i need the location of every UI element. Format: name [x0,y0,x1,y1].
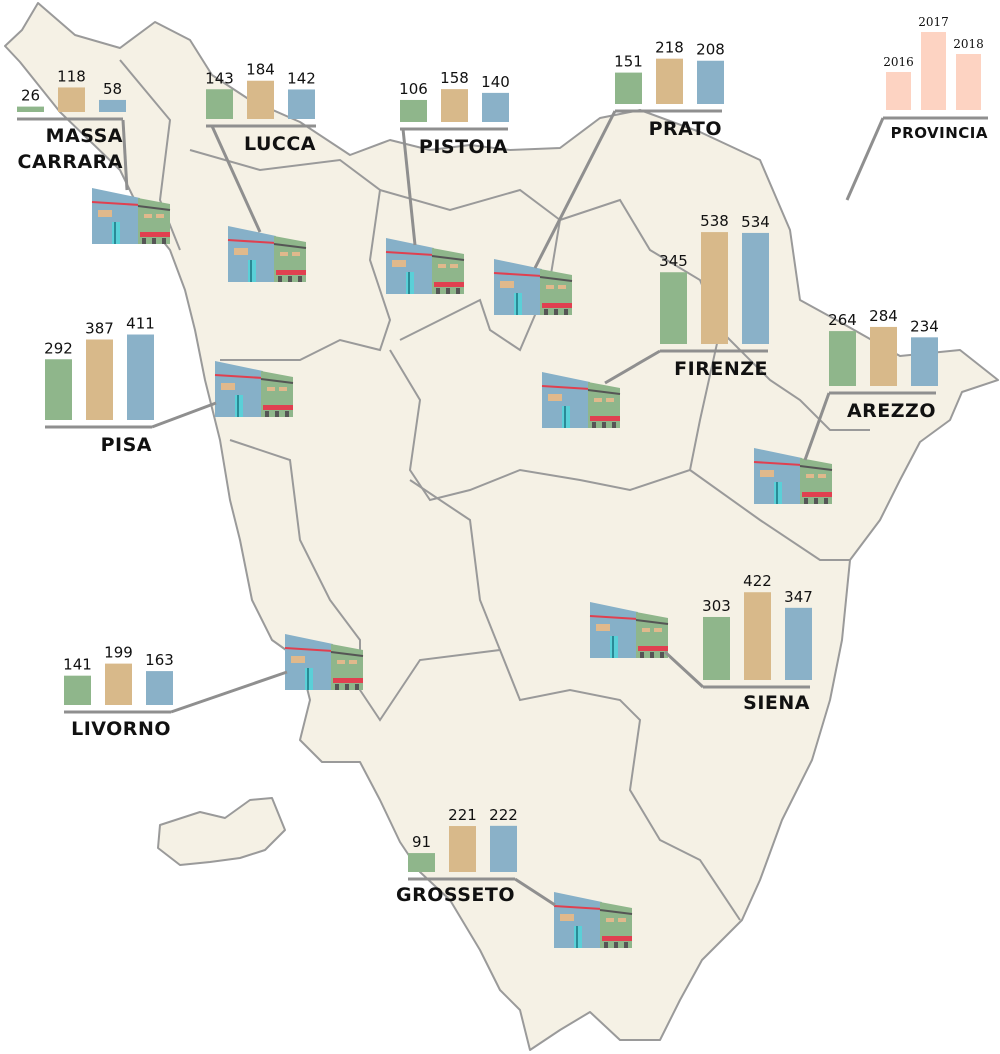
value-label: 163 [145,651,174,669]
value-label: 140 [481,73,510,91]
province-label: PISTOIA [418,136,508,158]
bar [408,853,435,872]
leader-line [210,125,262,233]
bar [703,616,730,680]
province-label: GROSSETO [396,884,515,906]
value-label: 538 [700,212,729,230]
value-label: 58 [103,80,122,98]
province-label: PROVINCIA [890,124,988,142]
leader-line [604,349,661,385]
bar [288,89,315,119]
value-label: 141 [63,656,92,674]
bar [701,232,728,344]
bar [127,334,154,420]
bar [482,92,509,122]
value-label: 264 [828,311,857,329]
legend-bar [921,32,946,110]
legend-bar [956,54,981,110]
bar [441,89,468,122]
leader-line [803,392,831,461]
value-label: 208 [696,41,725,59]
bar [17,106,44,112]
leader-line [533,110,617,269]
bar [400,99,427,122]
bar [742,232,769,344]
bar [58,87,85,112]
province-label: FIRENZE [674,358,768,380]
bar [615,72,642,104]
bar [697,60,724,104]
province-label: SIENA [743,692,810,714]
bar [744,592,771,680]
value-label: 387 [85,320,114,338]
province-label: PISA [100,434,152,456]
value-label: 26 [21,87,40,105]
legend-bar [886,72,911,110]
bar [656,58,683,104]
province-label: PRATO [648,118,722,140]
value-label: 234 [910,317,939,335]
value-label: 422 [743,572,772,590]
value-label: 218 [655,39,684,57]
bar [45,359,72,420]
value-label: 534 [741,213,770,231]
leader-line [401,128,417,246]
bar [449,826,476,872]
leader-line [151,401,217,429]
value-label: 91 [412,833,431,851]
value-label: 347 [784,588,813,606]
value-label: 199 [104,644,133,662]
leader-line [663,650,705,689]
legend-leader [845,117,885,201]
province-label: MASSA CARRARA [17,125,123,173]
bar [99,99,126,112]
value-label: 284 [869,307,898,325]
value-label: 158 [440,69,469,87]
bar [660,272,687,344]
legend-year: 2016 [883,55,914,69]
value-label: 222 [489,806,518,824]
value-label: 143 [205,69,234,87]
value-label: 411 [126,315,155,333]
legend-year: 2018 [953,37,984,51]
value-label: 184 [246,61,275,79]
value-label: 303 [702,597,731,615]
value-label: 151 [614,53,643,71]
bar [829,331,856,386]
bar [870,326,897,386]
value-label: 345 [659,252,688,270]
bar [105,663,132,705]
province-label: LIVORNO [71,718,171,740]
bar [146,671,173,705]
value-label: 118 [57,67,86,85]
value-label: 106 [399,80,428,98]
legend-year: 2017 [918,15,949,29]
province-label: AREZZO [846,400,936,422]
leader-line [121,119,129,191]
province-label: LUCCA [244,133,316,155]
bar [64,675,91,705]
bar [490,825,517,872]
bar [911,337,938,386]
value-label: 221 [448,806,477,824]
value-label: 292 [44,339,73,357]
leader-line [514,877,556,907]
bar [86,339,113,420]
bar [247,80,274,119]
bar [206,89,233,119]
bar [785,607,812,680]
value-label: 142 [287,69,316,87]
leader-line [170,670,288,714]
